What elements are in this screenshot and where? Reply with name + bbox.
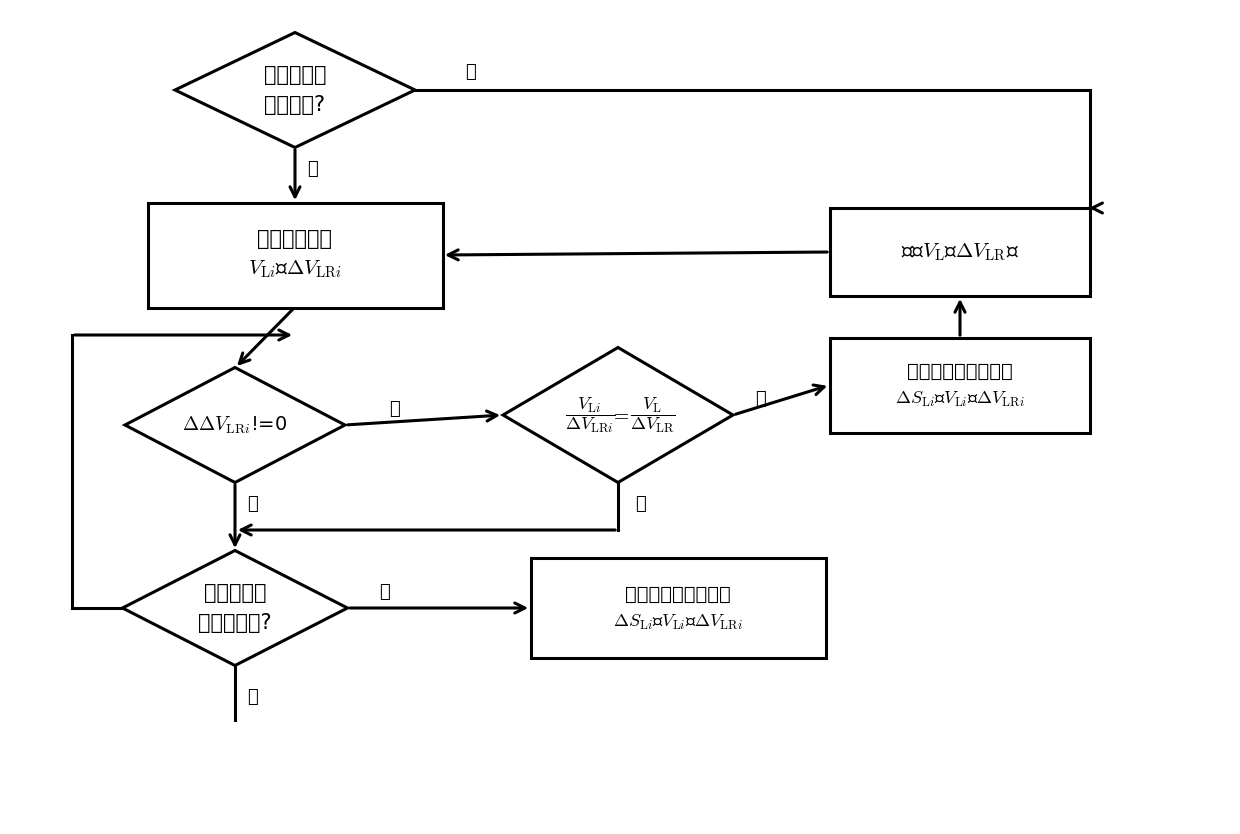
FancyBboxPatch shape [531, 558, 826, 658]
Text: 是: 是 [465, 63, 475, 81]
FancyBboxPatch shape [830, 208, 1090, 296]
Text: 否: 否 [248, 688, 258, 706]
Text: $\dfrac{V_{\rm L}}{\Delta V_{\rm LR}}$: $\dfrac{V_{\rm L}}{\Delta V_{\rm LR}}$ [630, 395, 676, 435]
Text: 平衡车是否: 平衡车是否 [264, 65, 326, 85]
Text: 平衡车是否: 平衡车是否 [203, 583, 267, 603]
Text: 在起始点?: 在起始点? [264, 95, 326, 115]
Text: 否: 否 [755, 390, 766, 408]
Text: 按格式记录该点数据: 按格式记录该点数据 [908, 361, 1013, 380]
FancyBboxPatch shape [148, 203, 443, 308]
Text: 是: 是 [379, 583, 391, 601]
Text: 是: 是 [389, 400, 401, 418]
Polygon shape [175, 33, 415, 148]
Text: 否: 否 [308, 160, 319, 178]
Text: 否: 否 [248, 495, 258, 513]
Polygon shape [503, 348, 733, 483]
Text: $\Delta\Delta V_{\rm LR{\it i}}$!=0: $\Delta\Delta V_{\rm LR{\it i}}$!=0 [182, 414, 288, 435]
Text: $\Delta S_{\rm L{\it i}}$：$V_{\rm L{\it i}}$：$\Delta V_{\rm LR{\it i}}$: $\Delta S_{\rm L{\it i}}$：$V_{\rm L{\it … [895, 389, 1025, 409]
FancyBboxPatch shape [830, 338, 1090, 433]
Text: $=$: $=$ [610, 405, 630, 425]
Text: $V_{\rm L{\it i}}$，$\Delta V_{\rm LR{\it i}}$: $V_{\rm L{\it i}}$，$\Delta V_{\rm LR{\it… [248, 259, 342, 279]
Text: 暂存该点数据: 暂存该点数据 [258, 229, 332, 249]
Polygon shape [125, 368, 345, 483]
Polygon shape [123, 550, 347, 666]
Text: 到达终止点?: 到达终止点? [198, 613, 272, 633]
Text: 更新$V_{\rm L}$，$\Delta V_{\rm LR}$值: 更新$V_{\rm L}$，$\Delta V_{\rm LR}$值 [901, 241, 1019, 263]
Text: $\dfrac{V_{\rm L{\it i}}}{\Delta V_{\rm LR{\it i}}}$: $\dfrac{V_{\rm L{\it i}}}{\Delta V_{\rm … [565, 395, 615, 435]
Text: $\Delta S_{\rm L{\it i}}$：$V_{\rm L{\it i}}$：$\Delta V_{\rm LR{\it i}}$: $\Delta S_{\rm L{\it i}}$：$V_{\rm L{\it … [613, 612, 743, 631]
Text: 按格式记录该点数据: 按格式记录该点数据 [625, 585, 730, 604]
Text: 是: 是 [635, 495, 645, 513]
